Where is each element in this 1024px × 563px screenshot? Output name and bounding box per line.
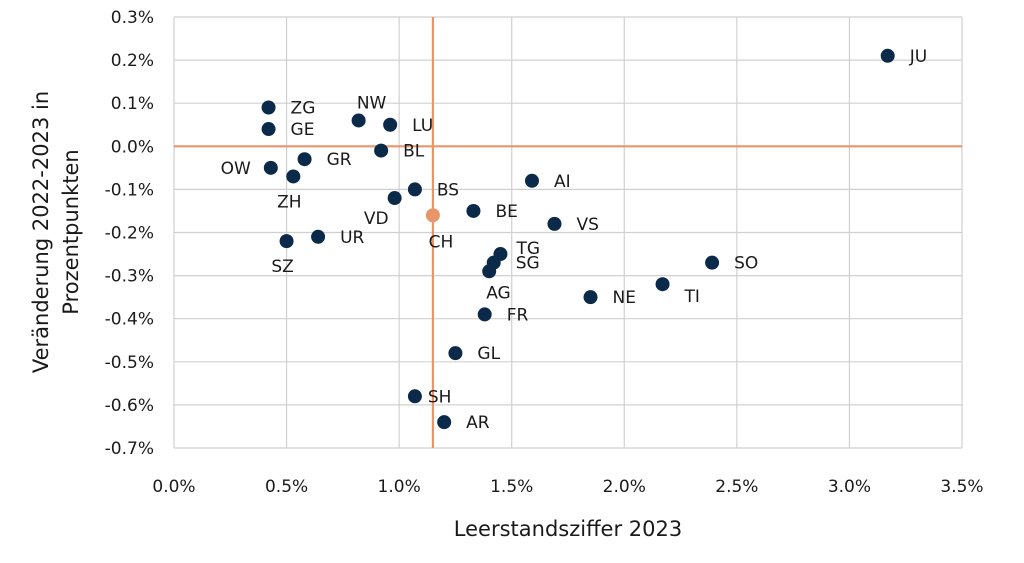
y-tick-label: -0.4% [105,310,154,330]
point-label-so: SO [734,254,758,274]
data-point-zg [261,100,276,115]
data-point-ne [583,290,598,305]
y-tick-label: 0.2% [111,51,154,71]
point-label-ju: JU [909,47,927,67]
data-point-sh [407,389,422,404]
y-tick-label: -0.1% [105,180,154,200]
x-tick-label: 0.0% [152,477,195,497]
point-label-sg: SG [516,254,540,274]
x-tick-label: 0.5% [265,477,308,497]
data-point-vs [547,216,562,231]
y-axis-title: Veränderung 2022-2023 in Prozentpunkten [29,91,83,373]
point-label-zg: ZG [291,99,316,119]
data-point-bl [374,143,389,158]
data-point-be [466,203,481,218]
y-tick-label: -0.7% [105,439,154,459]
data-point-ge [261,122,276,137]
reference-lines [174,17,962,448]
point-label-zh: ZH [277,192,301,212]
data-point-gr [297,152,312,167]
point-label-tg: TG [515,239,540,259]
x-tick-label: 3.5% [940,477,983,497]
data-point-ju [880,48,895,63]
x-tick-label: 2.0% [603,477,646,497]
point-label-sz: SZ [271,257,293,277]
y-tick-label: -0.2% [105,224,154,244]
point-label-ar: AR [466,413,490,433]
data-points [261,48,895,430]
y-tick-label: 0.3% [111,8,154,28]
data-point-vd [387,191,402,206]
data-point-nw [351,113,366,128]
point-label-vd: VD [364,209,389,229]
point-label-ur: UR [340,228,364,248]
x-tick-label: 1.5% [490,477,533,497]
point-label-ne: NE [613,288,636,308]
point-label-gr: GR [327,150,352,170]
x-tick-label: 2.5% [715,477,758,497]
y-tick-label: -0.6% [105,396,154,416]
data-point-ow [263,160,278,175]
point-label-ch: CH [429,232,454,252]
x-axis-title: Leerstandsziffer 2023 [454,517,682,541]
point-label-ge: GE [291,120,315,140]
point-label-gl: GL [477,344,500,364]
point-label-ti: TI [684,287,700,307]
point-label-lu: LU [412,116,433,136]
data-point-fr [477,307,492,322]
y-axis-title-line-1: Veränderung 2022-2023 in [29,91,53,373]
grid [173,16,963,449]
data-point-sz [279,234,294,249]
data-point-ch [425,208,440,223]
data-point-lu [383,117,398,132]
point-label-sh: SH [428,387,452,407]
data-point-ti [655,277,670,292]
y-tick-label: -0.3% [105,267,154,287]
point-label-ai: AI [554,172,571,192]
data-point-ai [524,173,539,188]
point-label-bl: BL [403,142,425,162]
data-point-zh [286,169,301,184]
point-label-be: BE [495,202,517,222]
x-axis-ticks: 0.0% 0.5% 1.0% 1.5% 2.0% 2.5% 3.0% 3.5% [152,477,983,497]
x-tick-label: 1.0% [378,477,421,497]
y-tick-label: 0.0% [111,137,154,157]
data-point-ag [482,264,497,279]
point-label-bs: BS [437,180,459,200]
y-axis-title-line-2: Prozentpunkten [59,149,83,314]
point-label-ag: AG [486,283,511,303]
point-label-nw: NW [357,93,387,113]
point-label-fr: FR [507,305,529,325]
data-point-bs [407,182,422,197]
y-axis-ticks: 0.3% 0.2% 0.1% 0.0% -0.1% -0.2% -0.3% -0.4% -0.5… [105,8,154,459]
point-label-ow: OW [221,159,251,179]
data-point-gl [448,346,463,361]
point-label-vs: VS [576,215,598,235]
data-point-so [705,255,720,270]
y-tick-label: 0.1% [111,94,154,114]
data-point-ur [311,229,326,244]
y-tick-label: -0.5% [105,353,154,373]
x-tick-label: 3.0% [828,477,871,497]
data-point-ar [437,415,452,430]
